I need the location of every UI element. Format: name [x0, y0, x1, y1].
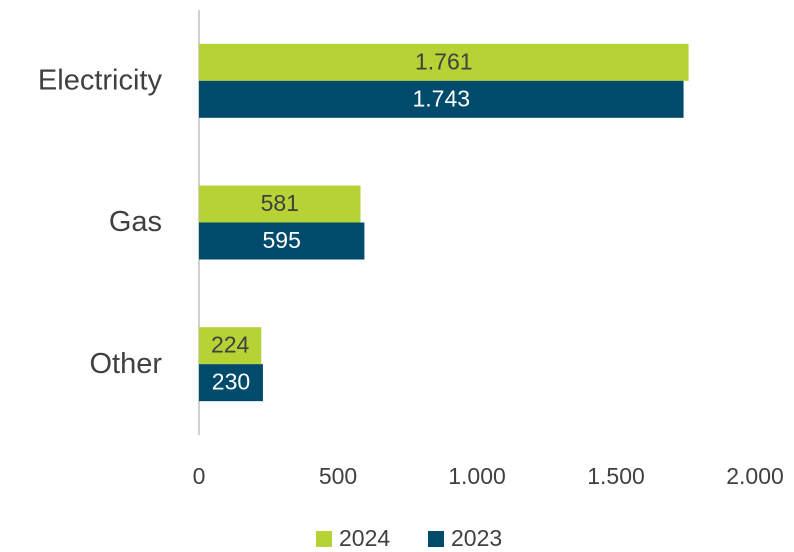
- data-label: 595: [263, 227, 301, 253]
- y-tick-label: Electricity: [38, 64, 163, 96]
- data-label: 1.761: [415, 48, 473, 74]
- bar: [199, 80, 684, 118]
- bar: [199, 43, 689, 81]
- x-tick-label: 500: [319, 463, 357, 489]
- y-tick-label: Other: [89, 348, 162, 380]
- legend-label: 2024: [339, 525, 390, 551]
- data-label: 224: [211, 332, 250, 358]
- bar: [199, 222, 365, 260]
- x-tick-label: 2.000: [726, 463, 784, 489]
- bar: [199, 327, 262, 365]
- x-tick-label: 1.000: [448, 463, 506, 489]
- legend-swatch: [428, 531, 444, 547]
- bar: [199, 185, 361, 223]
- legend-swatch: [316, 531, 332, 547]
- x-tick-label: 1.500: [587, 463, 645, 489]
- bar: [199, 364, 263, 402]
- data-label: 581: [261, 190, 299, 216]
- y-tick-label: Gas: [109, 206, 162, 238]
- data-label: 1.743: [412, 85, 470, 111]
- x-tick-label: 0: [193, 463, 206, 489]
- data-label: 230: [212, 369, 250, 395]
- legend-label: 2023: [451, 525, 502, 551]
